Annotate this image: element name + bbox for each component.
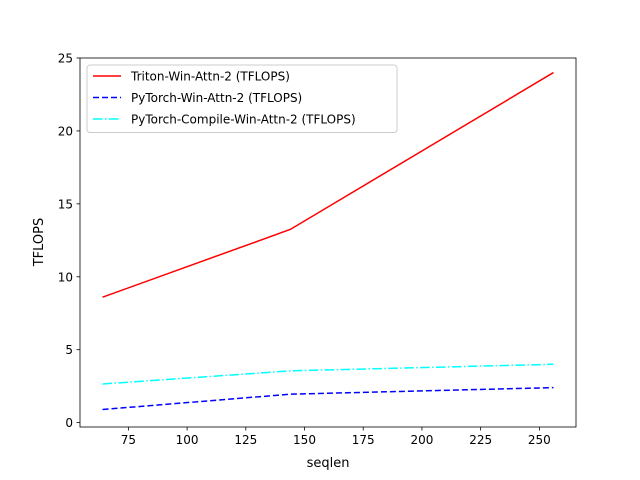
legend: Triton-Win-Attn-2 (TFLOPS) PyTorch-Win-At… — [86, 64, 398, 133]
legend-label-2: PyTorch-Win-Attn-2 (TFLOPS) — [131, 91, 302, 105]
axes-frame — [79, 57, 577, 428]
x-tick-label: 225 — [469, 433, 492, 447]
x-tick-label: 75 — [121, 433, 136, 447]
legend-box — [86, 64, 398, 133]
y-tick-label: 20 — [58, 124, 73, 138]
x-tick-label: 175 — [352, 433, 375, 447]
y-tick-label: 5 — [65, 343, 73, 357]
x-tick-label: 200 — [410, 433, 433, 447]
axes: 75 100 125 150 175 200 225 250 0 5 10 15 20 25 — [58, 52, 577, 447]
x-tick-label: 250 — [528, 433, 551, 447]
y-axis-label: TFLOPS — [32, 218, 47, 268]
y-tick-label: 0 — [65, 416, 73, 430]
series-line-2 — [102, 386, 554, 411]
legend-label-3: PyTorch-Compile-Win-Attn-2 (TFLOPS) — [131, 113, 356, 127]
x-tick-label: 125 — [234, 433, 257, 447]
y-tick-label: 15 — [58, 197, 73, 211]
series-line-1 — [102, 71, 554, 298]
x-axis-label: seqlen — [307, 456, 350, 471]
y-tick-label: 10 — [58, 270, 73, 284]
series-line-3 — [102, 363, 554, 385]
series-group — [102, 71, 554, 411]
y-tick-label: 25 — [58, 52, 73, 66]
legend-label-1: Triton-Win-Attn-2 (TFLOPS) — [130, 70, 290, 84]
x-tick-label: 100 — [176, 433, 199, 447]
x-tick-label: 150 — [293, 433, 316, 447]
